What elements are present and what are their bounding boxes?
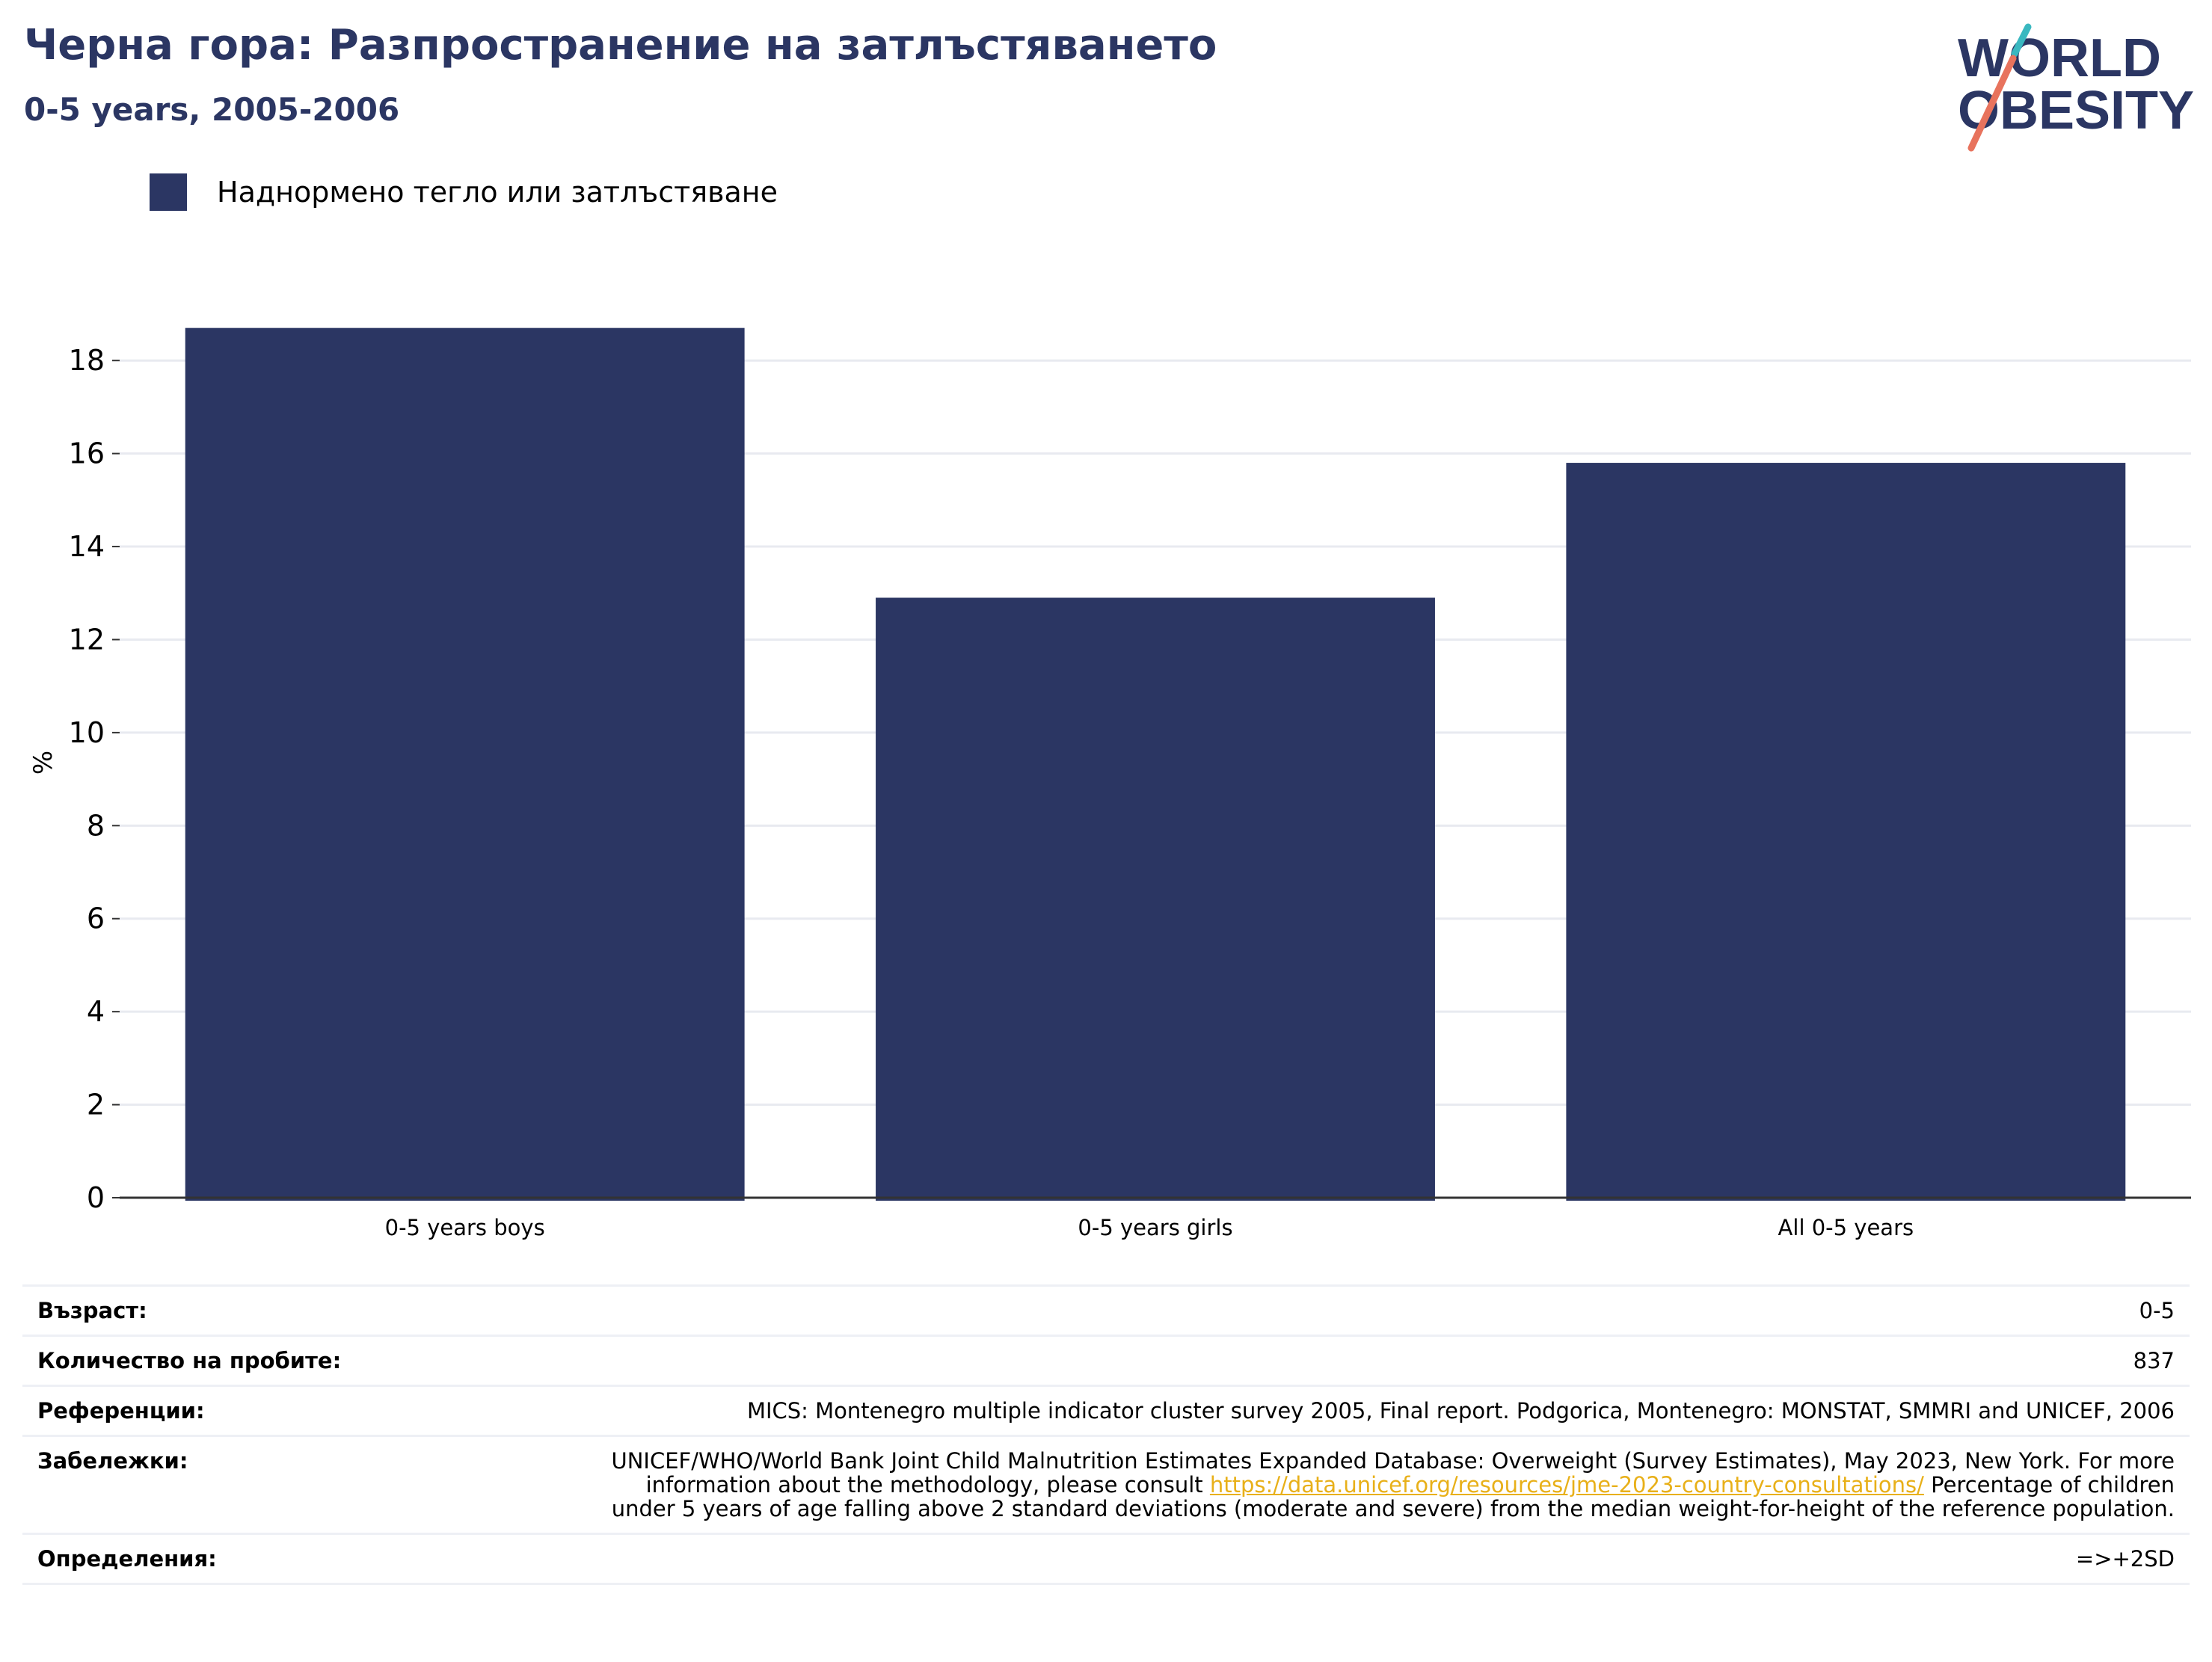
logo-slash-top [2011,23,2032,58]
x-tick-label: All 0-5 years [1778,1215,1914,1240]
references-label: Референции: [22,1385,576,1436]
bar [876,597,1435,1201]
y-tick-label: 0 [87,1181,105,1214]
legend-swatch [150,173,187,211]
y-tick-label: 12 [69,623,105,656]
definitions-value: =>+2SD [576,1533,2190,1585]
sample-label: Количество на пробите: [22,1335,576,1386]
chart-subtitle: 0-5 years, 2005-2006 [24,91,400,128]
legend-label: Наднормено тегло или затлъстяване [217,176,778,209]
info-row-age: Възраст: 0-5 [22,1284,2190,1336]
bar [185,327,745,1201]
y-tick-labels: 0 2 4 6 8 10 12 14 16 18 [69,344,120,1214]
x-tick-labels: 0-5 years boys 0-5 years girls All 0-5 yea… [120,1196,2191,1240]
sample-value: 837 [576,1335,2190,1386]
chart-title: Черна гора: Разпространение на затлъстяв… [24,21,1217,70]
age-value: 0-5 [576,1284,2190,1336]
definitions-label: Определения: [22,1533,576,1585]
info-table: Възраст: 0-5 Количество на пробите: 837 … [22,1284,2190,1585]
y-tick-label: 10 [69,716,105,749]
logo-line1: WORLD [1958,28,2161,88]
y-tick-label: 16 [69,437,105,470]
y-tick-label: 2 [87,1089,105,1121]
age-label: Възраст: [22,1284,576,1336]
notes-text-before: UNICEF/WHO/World Bank Joint Child Malnut… [611,1448,2175,1498]
info-row-sample: Количество на пробите: 837 [22,1335,2190,1386]
logo-slash-bottom [1967,55,2017,152]
x-tick-label: 0-5 years girls [1078,1215,1232,1240]
logo-line2: OBESITY [1958,81,2194,141]
y-tick-label: 18 [69,344,105,377]
legend: Наднормено тегло или затлъстяване [150,173,778,211]
bars [185,327,2126,1201]
info-row-references: Референции: MICS: Montenegro multiple in… [22,1385,2190,1436]
info-row-notes: Забележки: UNICEF/WHO/World Bank Joint C… [22,1435,2190,1534]
notes-value: UNICEF/WHO/World Bank Joint Child Malnut… [576,1435,2190,1534]
y-tick-label: 8 [87,809,105,842]
notes-text-after: Percentage of children under 5 years of … [611,1472,2175,1521]
info-row-definitions: Определения: =>+2SD [22,1533,2190,1585]
x-tick-label: 0-5 years boys [385,1215,545,1240]
y-tick-label: 6 [87,902,105,935]
y-tick-label: 14 [69,530,105,563]
y-tick-label: 4 [87,995,105,1028]
bar [1566,463,2126,1201]
notes-label: Забележки: [22,1435,576,1534]
references-value: MICS: Montenegro multiple indicator clus… [576,1385,2190,1436]
world-obesity-logo: WORLD OBESITY [1958,23,2194,152]
notes-link[interactable]: https://data.unicef.org/resources/jme-20… [1209,1472,1924,1498]
